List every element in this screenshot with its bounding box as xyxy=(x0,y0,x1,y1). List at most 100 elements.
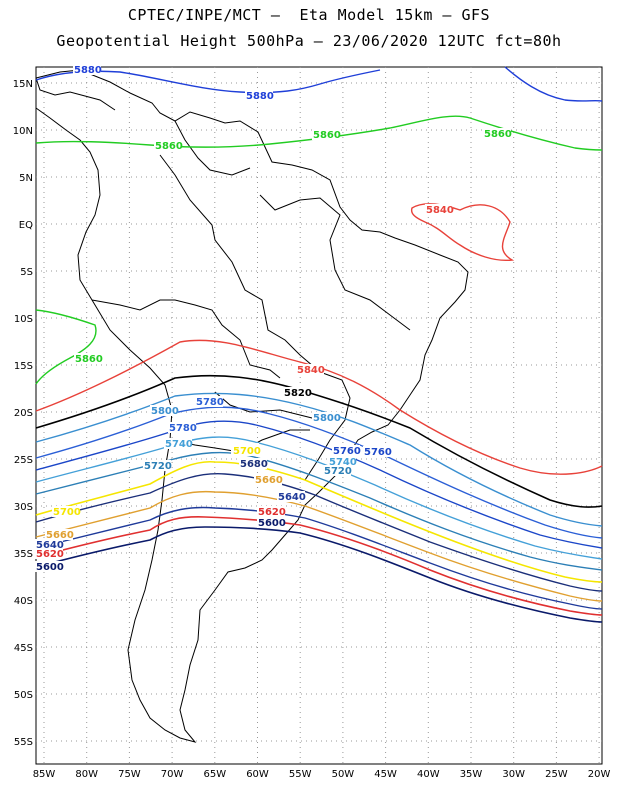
contour-label-bg xyxy=(254,474,282,485)
map-frame xyxy=(35,66,603,765)
contour-label-bg xyxy=(35,561,63,572)
lon-label: 50W xyxy=(332,769,355,780)
lat-label: 35S xyxy=(14,549,33,560)
contour-label-bg xyxy=(328,456,356,467)
lat-label: 40S xyxy=(14,596,33,607)
contour-5740 xyxy=(35,436,603,560)
internal-border-5 xyxy=(214,391,321,421)
contour-label-bg xyxy=(35,548,63,559)
lon-label: 75W xyxy=(118,769,141,780)
map-title-line1: CPTEC/INPE/MCT – Eta Model 15km – GFS xyxy=(127,6,491,24)
contour-5780 xyxy=(35,406,603,539)
contour-label-bg xyxy=(257,506,285,517)
lat-label: 15S xyxy=(14,361,33,372)
contour-label-5760: 5760 xyxy=(333,446,361,457)
contour-label-bg xyxy=(239,458,267,469)
lat-label: 10N xyxy=(13,126,33,137)
contour-label-5820: 5820 xyxy=(284,388,312,399)
contour-label-5840: 5840 xyxy=(297,365,325,376)
contour-label-5700: 5700 xyxy=(233,446,261,457)
contour-label-5720: 5720 xyxy=(144,461,172,472)
contour-label-5880: 5880 xyxy=(74,65,102,76)
lon-label: 30W xyxy=(502,769,525,780)
contour-5840-a xyxy=(410,203,515,262)
contour-label-5880: 5880 xyxy=(246,91,274,102)
contour-labels: 5880 5880 5860 5860 5860 5860 5840 5840 5820 5800… xyxy=(35,64,512,573)
contour-label-bg xyxy=(483,128,511,139)
contour-label-bg xyxy=(143,460,171,471)
contour-label-bg xyxy=(257,517,285,528)
contour-label-5680: 5680 xyxy=(240,459,268,470)
contour-label-bg xyxy=(312,129,340,140)
contour-label-bg xyxy=(74,353,102,364)
contour-label-bg xyxy=(232,445,260,456)
lat-label: 15N xyxy=(13,79,33,90)
lon-label: 85W xyxy=(33,769,56,780)
lon-label: 65W xyxy=(203,769,226,780)
lat-label: 25S xyxy=(14,455,33,466)
internal-border-2 xyxy=(91,299,281,379)
contour-label-5760: 5760 xyxy=(364,447,392,458)
lon-label: 70W xyxy=(161,769,184,780)
lat-label: 55S xyxy=(14,737,33,748)
map-title-line2: Geopotential Height 500hPa – 23/06/2020 … xyxy=(56,32,562,50)
contour-label-5720: 5720 xyxy=(324,466,352,477)
lat-label: 10S xyxy=(14,314,33,325)
internal-border-1 xyxy=(159,154,351,481)
contour-label-5860: 5860 xyxy=(484,129,512,140)
lon-label: 80W xyxy=(75,769,98,780)
contour-5700 xyxy=(35,460,603,583)
lon-label: 40W xyxy=(417,769,440,780)
contour-label-5620: 5620 xyxy=(36,549,64,560)
contour-label-5600: 5600 xyxy=(36,562,64,573)
contour-label-bg xyxy=(45,529,73,540)
contour-label-bg xyxy=(283,387,311,398)
contour-5860-b xyxy=(35,309,97,385)
contour-5860-a xyxy=(35,115,603,151)
contour-5680 xyxy=(35,472,603,592)
coastline xyxy=(35,69,469,743)
contour-5880-b xyxy=(504,66,603,102)
contour-label-bg xyxy=(35,539,63,550)
lon-label: 60W xyxy=(246,769,269,780)
contour-label-bg xyxy=(332,445,360,456)
lon-label: 55W xyxy=(289,769,312,780)
contour-label-5800: 5800 xyxy=(313,413,341,424)
contour-label-5780: 5780 xyxy=(196,397,224,408)
contour-label-bg xyxy=(425,204,453,215)
lat-label: 50S xyxy=(14,690,33,701)
lat-label: 5N xyxy=(19,173,33,184)
contour-label-bg xyxy=(150,405,178,416)
contour-label-bg xyxy=(154,140,182,151)
contour-5840-b xyxy=(35,339,603,475)
lat-label: 20S xyxy=(14,408,33,419)
lon-label: 25W xyxy=(545,769,568,780)
contour-label-bg xyxy=(296,364,324,375)
contour-label-5860: 5860 xyxy=(155,141,183,152)
contour-label-bg xyxy=(323,465,351,476)
internal-border-6 xyxy=(174,120,251,176)
contour-label-bg xyxy=(164,438,192,449)
lon-label: 45W xyxy=(374,769,397,780)
contour-5820 xyxy=(35,374,603,508)
contour-label-bg xyxy=(168,422,196,433)
contour-label-5640: 5640 xyxy=(36,540,64,551)
contour-label-5800: 5800 xyxy=(151,406,179,417)
lat-label: 45S xyxy=(14,643,33,654)
contour-5660 xyxy=(35,490,603,602)
contour-label-5660: 5660 xyxy=(46,530,74,541)
contour-label-bg xyxy=(312,412,340,423)
contour-label-5740: 5740 xyxy=(329,457,357,468)
contour-label-bg xyxy=(195,396,223,407)
lon-label: 20W xyxy=(588,769,611,780)
contour-label-bg xyxy=(363,446,391,457)
central-america-coast xyxy=(35,77,116,111)
contour-5620 xyxy=(35,516,603,616)
contour-label-5860: 5860 xyxy=(313,130,341,141)
contour-label-5840: 5840 xyxy=(426,205,454,216)
contour-5760 xyxy=(35,420,603,549)
contour-label-5860: 5860 xyxy=(75,354,103,365)
contour-label-bg xyxy=(277,491,305,502)
grid-lines xyxy=(36,67,602,764)
